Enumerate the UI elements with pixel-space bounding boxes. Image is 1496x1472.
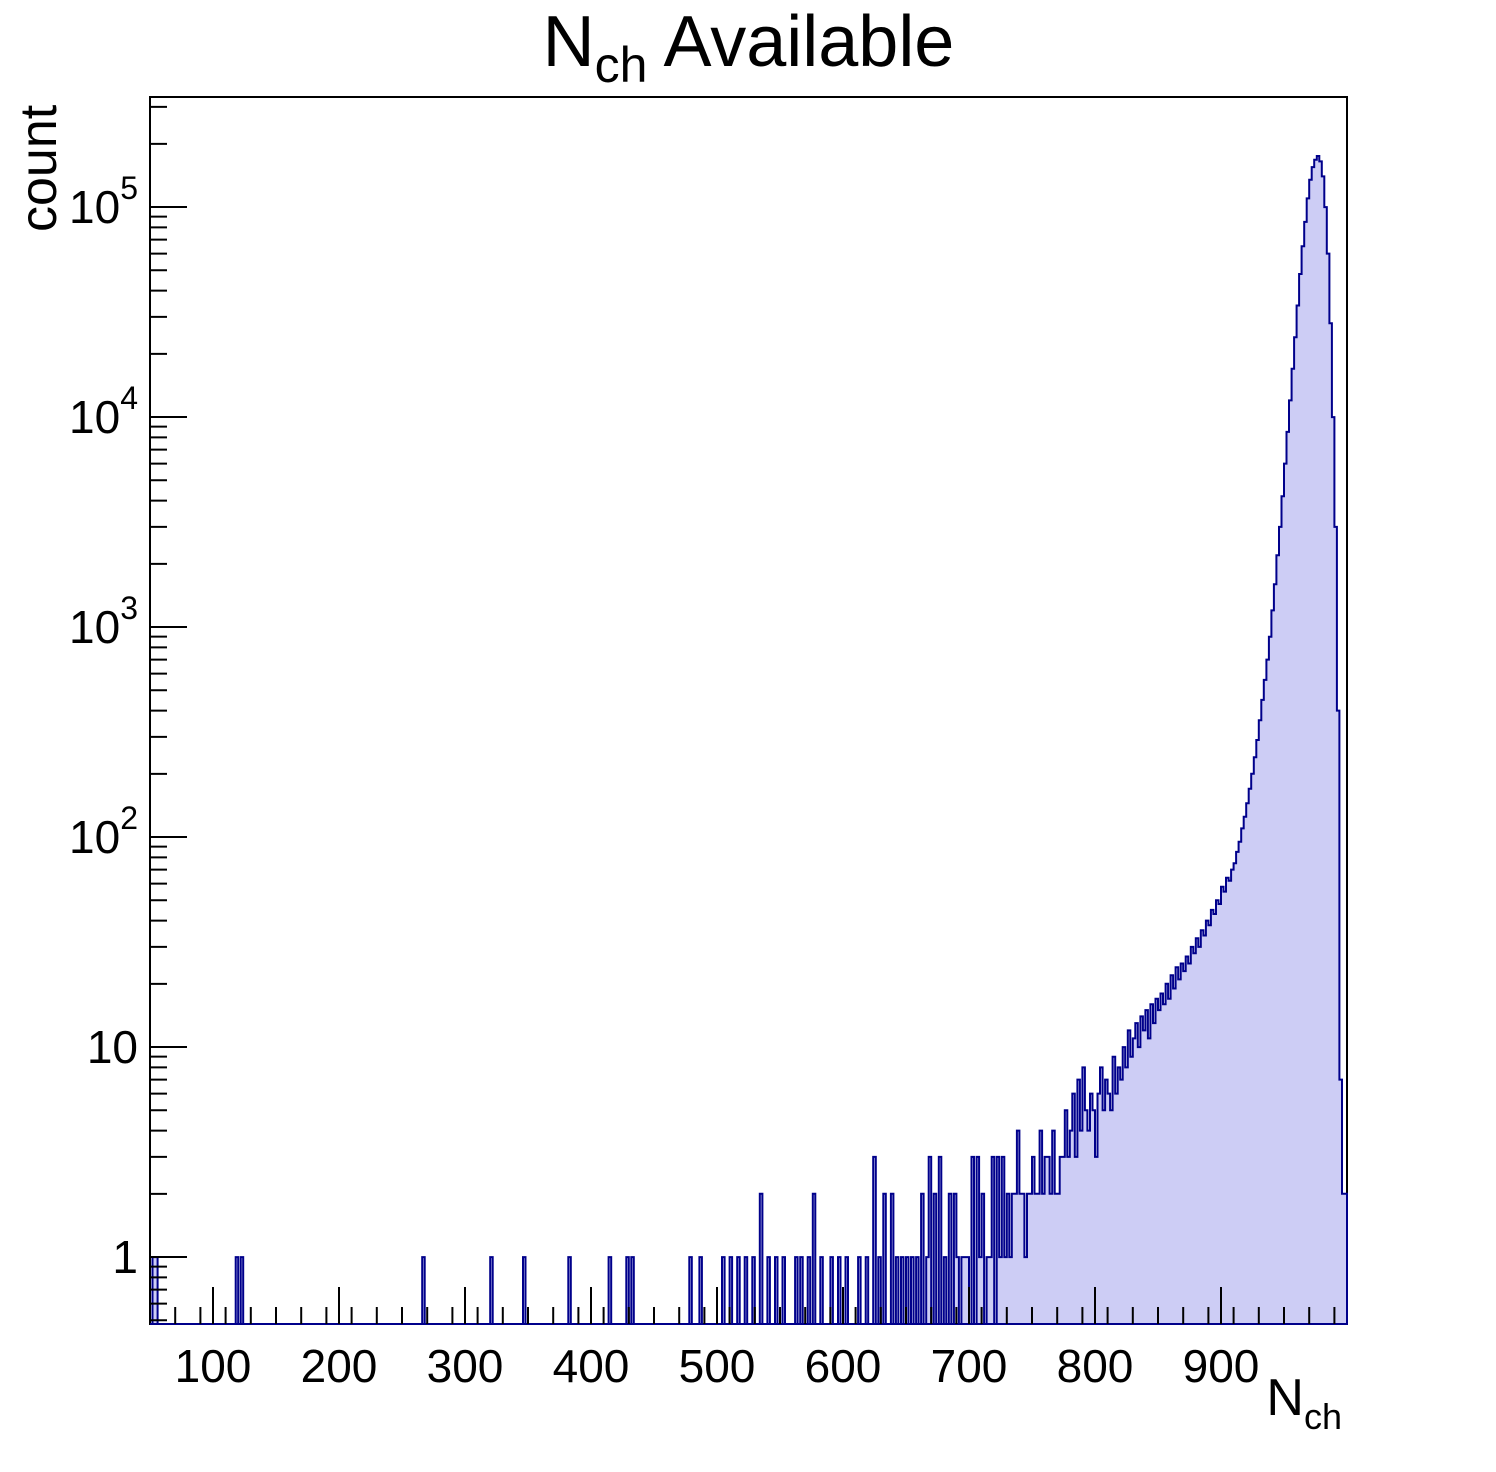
x-axis: 100 200 300 400 500 600 700 800 900 (174, 1287, 1336, 1392)
chart-title: Nch Available (543, 2, 955, 93)
y-tick-label: 103 (69, 590, 138, 653)
x-tick-label: 100 (175, 1340, 252, 1392)
y-tick-label: 1 (112, 1231, 138, 1283)
x-axis-title: Nch (1266, 1369, 1342, 1437)
x-tick-label: 900 (1183, 1340, 1260, 1392)
x-tick-label: 300 (427, 1340, 504, 1392)
y-tick-label: 10 (87, 1021, 138, 1073)
y-tick-label: 102 (69, 800, 138, 863)
x-tick-label: 200 (301, 1340, 378, 1392)
histogram-path (150, 155, 1348, 1325)
y-tick-label: 105 (69, 170, 138, 233)
x-tick-label: 800 (1057, 1340, 1134, 1392)
x-tick-label: 700 (931, 1340, 1008, 1392)
y-tick-label: 104 (69, 380, 138, 443)
x-tick-label: 400 (553, 1340, 630, 1392)
y-axis: 1 10 102 103 104 105 (69, 105, 187, 1322)
x-tick-label: 600 (805, 1340, 882, 1392)
x-tick-label: 500 (679, 1340, 756, 1392)
histogram-series (150, 155, 1348, 1325)
y-axis-title: count (10, 104, 68, 232)
